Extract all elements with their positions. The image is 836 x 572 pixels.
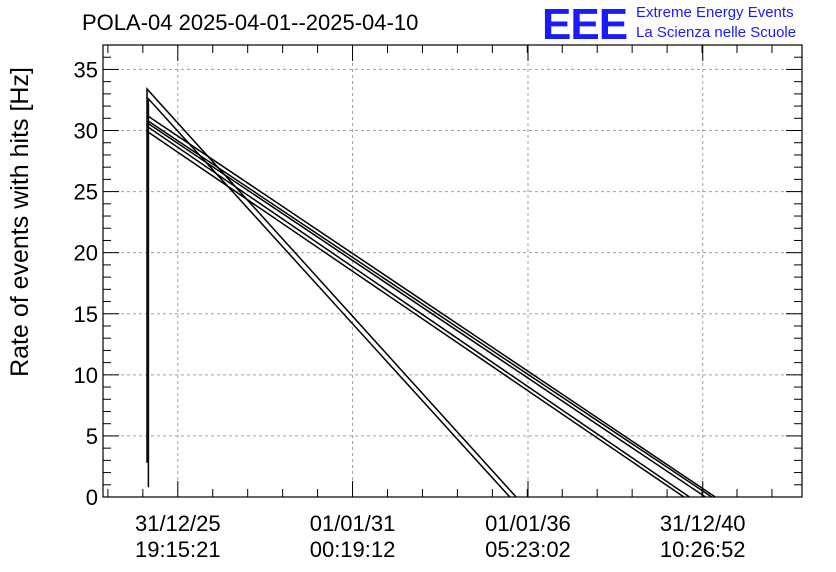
y-tick-label: 10 xyxy=(74,363,98,388)
x-tick-label-date: 01/01/31 xyxy=(310,511,396,536)
y-tick-label: 5 xyxy=(86,424,98,449)
series-line-trace-1 xyxy=(146,87,517,498)
series-layer xyxy=(146,87,716,498)
series-line-trace-2 xyxy=(147,96,511,498)
eee-logo: EEE xyxy=(542,0,628,49)
grid-layer xyxy=(103,45,802,497)
y-tick-label: 15 xyxy=(74,302,98,327)
x-tick-label-time: 19:15:21 xyxy=(135,537,221,562)
series-line-trace-4 xyxy=(147,122,706,498)
y-tick-label: 0 xyxy=(86,485,98,510)
logo-text-line2: La Scienza nelle Scuole xyxy=(636,24,797,41)
x-tick-label-date: 31/12/25 xyxy=(135,511,221,536)
y-axis-label: Rate of events with hits [Hz] xyxy=(6,67,34,377)
x-tick-label-time: 00:19:12 xyxy=(310,537,396,562)
x-tick-label-time: 10:26:52 xyxy=(660,537,746,562)
series-line-trace-7 xyxy=(147,131,685,498)
series-line-trace-6 xyxy=(147,120,713,498)
y-tick-label: 20 xyxy=(74,241,98,266)
plot-frame xyxy=(102,44,803,498)
x-tick-label-time: 05:23:02 xyxy=(485,537,571,562)
chart-title: POLA-04 2025-04-01--2025-04-10 xyxy=(82,10,419,35)
series-line-trace-5 xyxy=(147,126,690,498)
x-tick-label-date: 31/12/40 xyxy=(660,511,746,536)
x-tick-label-date: 01/01/36 xyxy=(485,511,571,536)
logo-text-line1: Extreme Energy Events xyxy=(636,4,794,21)
y-tick-label: 30 xyxy=(74,119,98,144)
y-tick-label: 35 xyxy=(74,57,98,82)
series-line-trace-3 xyxy=(147,115,716,498)
y-tick-label: 25 xyxy=(74,180,98,205)
